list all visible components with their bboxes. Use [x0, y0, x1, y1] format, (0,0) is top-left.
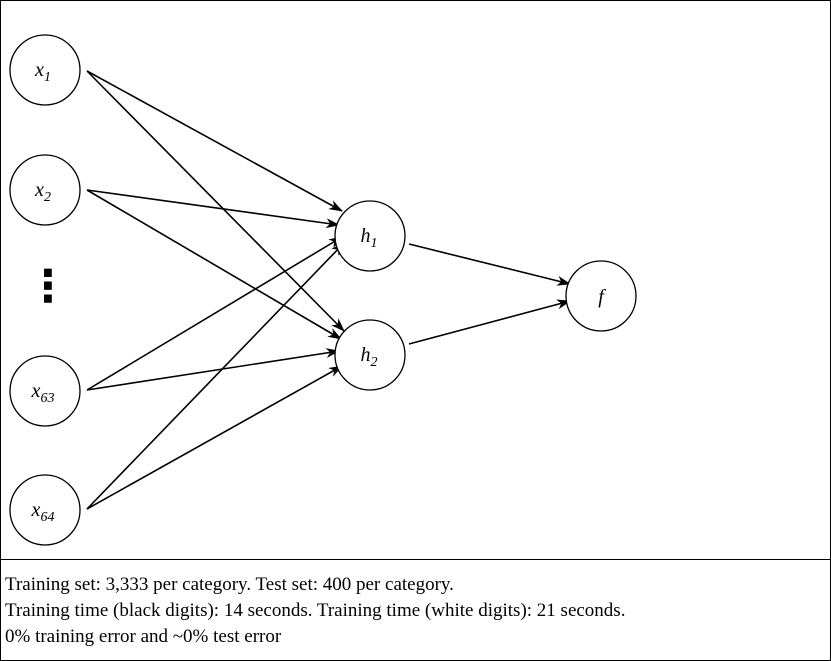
input-node-x63: x63 — [9, 355, 81, 427]
edge-x1-h1 — [86, 70, 343, 212]
input-node-x1: x1 — [9, 34, 81, 106]
svg-text:f: f — [598, 286, 606, 308]
hidden-node-h2: h2 — [334, 319, 406, 391]
caption-line-training-time: Training time (black digits): 14 seconds… — [5, 600, 626, 621]
edge-x1-h2 — [86, 70, 345, 332]
input-node-x64: x64 — [9, 474, 81, 546]
caption-divider — [1, 559, 830, 560]
edge-x64-h2 — [86, 365, 343, 510]
edge-x63-h2 — [86, 348, 340, 391]
svg-text:x63: x63 — [31, 380, 55, 406]
ellipsis-vertical: ⋮ — [26, 261, 70, 312]
edge-h1-f — [408, 243, 571, 286]
output-node-f: f — [565, 260, 637, 332]
edge-x63-h1 — [86, 236, 343, 391]
caption: Training set: 3,333 per category. Test s… — [5, 572, 825, 650]
edge-x2-h1 — [86, 189, 340, 229]
edge-h2-f — [408, 299, 571, 345]
edge-x2-h2 — [86, 189, 342, 340]
edge-x64-h1 — [86, 242, 345, 510]
caption-line-error: 0% training error and ~0% test error — [5, 626, 282, 647]
neural-network-diagram: x1 x2 ⋮ x63 x64 h1 h2 f — [9, 34, 637, 546]
svg-text:h1: h1 — [361, 225, 378, 251]
svg-text:x2: x2 — [34, 179, 51, 205]
svg-text:x64: x64 — [31, 499, 55, 525]
caption-line-training-set: Training set: 3,333 per category. Test s… — [5, 574, 454, 595]
hidden-node-h1: h1 — [334, 200, 406, 272]
input-node-x2: x2 — [9, 154, 81, 226]
svg-text:h2: h2 — [361, 344, 378, 370]
svg-text:x1: x1 — [34, 59, 51, 85]
